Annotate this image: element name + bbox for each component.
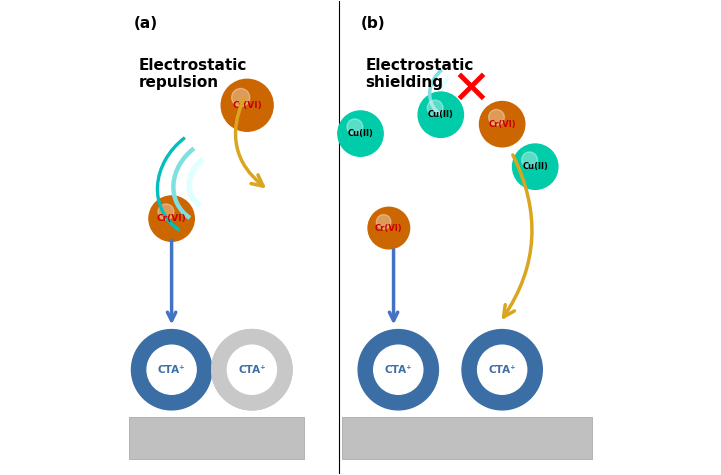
Circle shape bbox=[376, 215, 391, 229]
Circle shape bbox=[338, 111, 383, 156]
FancyBboxPatch shape bbox=[342, 417, 592, 459]
Text: Cr(VI): Cr(VI) bbox=[232, 101, 262, 110]
Text: CTA⁺: CTA⁺ bbox=[158, 365, 185, 375]
Text: Electrostatic
repulsion: Electrostatic repulsion bbox=[138, 58, 247, 90]
Text: CTA⁺: CTA⁺ bbox=[238, 365, 266, 375]
Text: Cu(II): Cu(II) bbox=[348, 129, 373, 138]
Circle shape bbox=[477, 345, 527, 394]
Circle shape bbox=[418, 92, 464, 137]
Text: Cu(II): Cu(II) bbox=[428, 110, 454, 119]
Text: Cr(VI): Cr(VI) bbox=[156, 214, 187, 223]
Circle shape bbox=[131, 330, 212, 410]
Circle shape bbox=[231, 88, 249, 106]
Circle shape bbox=[212, 330, 292, 410]
Circle shape bbox=[373, 345, 423, 394]
Circle shape bbox=[358, 330, 438, 410]
Circle shape bbox=[147, 345, 196, 394]
Circle shape bbox=[158, 204, 174, 220]
Circle shape bbox=[513, 144, 558, 190]
Circle shape bbox=[221, 79, 273, 131]
Text: (b): (b) bbox=[360, 16, 385, 30]
Circle shape bbox=[479, 102, 525, 147]
Text: Cr(VI): Cr(VI) bbox=[488, 120, 516, 129]
Text: Cu(II): Cu(II) bbox=[522, 162, 548, 171]
Circle shape bbox=[462, 330, 542, 410]
Circle shape bbox=[368, 207, 410, 249]
Text: CTA⁺: CTA⁺ bbox=[488, 365, 516, 375]
Text: (a): (a) bbox=[134, 16, 158, 30]
Circle shape bbox=[427, 100, 443, 116]
Circle shape bbox=[489, 109, 505, 125]
Circle shape bbox=[347, 119, 363, 135]
Circle shape bbox=[212, 330, 292, 410]
Circle shape bbox=[521, 152, 537, 168]
Text: Cr(VI): Cr(VI) bbox=[375, 224, 402, 233]
Circle shape bbox=[149, 196, 194, 241]
Circle shape bbox=[227, 345, 276, 394]
Text: Electrostatic
shielding: Electrostatic shielding bbox=[366, 58, 474, 90]
Text: CTA⁺: CTA⁺ bbox=[384, 365, 412, 375]
FancyBboxPatch shape bbox=[129, 417, 304, 459]
